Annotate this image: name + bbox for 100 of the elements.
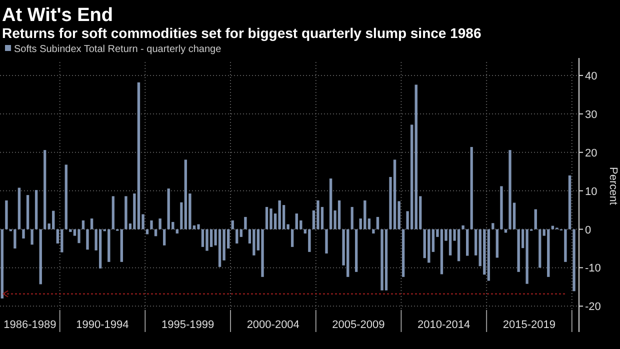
bar (364, 200, 366, 230)
bar (432, 229, 435, 252)
bar (538, 229, 542, 268)
y-tick-label: -10 (585, 262, 601, 275)
bar (551, 226, 554, 230)
bar (252, 229, 256, 256)
bar (26, 195, 30, 230)
bar (487, 229, 490, 281)
y-tick-label: 30 (585, 108, 598, 121)
bar (500, 186, 503, 230)
bar (496, 229, 499, 258)
y-tick-label: 20 (585, 147, 598, 160)
bar (18, 188, 21, 230)
bar (308, 229, 311, 252)
bar (197, 224, 200, 230)
x-tick-label: 2005-2009 (332, 319, 385, 331)
bar (34, 190, 38, 230)
bar (462, 225, 464, 230)
bar (316, 200, 320, 230)
x-tick-label: 2010-2014 (418, 319, 470, 331)
bar (30, 229, 34, 245)
bar (295, 213, 298, 230)
bar (568, 175, 572, 230)
bar (22, 229, 25, 238)
bar (517, 229, 520, 272)
bar (423, 229, 426, 258)
bar (60, 229, 64, 252)
bar (180, 202, 183, 230)
bar (393, 160, 396, 230)
bar (150, 220, 153, 230)
bar (384, 229, 388, 290)
bar (69, 229, 72, 232)
bar (564, 229, 567, 262)
bar (466, 229, 469, 256)
x-tick-label: 2000-2004 (246, 319, 300, 331)
bar (380, 229, 384, 290)
legend-label: Softs Subindex Total Return - quarterly change (14, 44, 222, 55)
bar (90, 218, 94, 230)
chart-title: At Wit's End (2, 5, 113, 26)
bar (98, 229, 102, 268)
bar (329, 178, 332, 230)
bar (0, 229, 4, 298)
bar (338, 200, 341, 230)
bar (201, 229, 204, 247)
bar (124, 196, 128, 230)
chart-subtitle: Returns for soft commodities set for biggest quarterly slump since 1986 (2, 25, 482, 41)
bar (14, 229, 16, 248)
bar (470, 146, 473, 230)
bar (414, 84, 418, 230)
bar (526, 229, 528, 284)
bar (146, 229, 149, 234)
bar (457, 229, 460, 262)
bar (440, 229, 444, 274)
bar (278, 200, 281, 230)
bar (572, 229, 576, 292)
bar (428, 229, 430, 263)
x-tick-label: 1995-1999 (161, 319, 214, 331)
bar (474, 229, 478, 256)
bar (534, 209, 537, 230)
y-tick-label: 40 (585, 70, 598, 82)
x-tick-label: 1990-1994 (76, 319, 129, 331)
bar (492, 223, 494, 230)
bar (137, 82, 140, 230)
bar (265, 206, 268, 230)
bar (218, 229, 222, 267)
bar (44, 150, 46, 230)
bar (290, 229, 294, 247)
bar (372, 229, 375, 234)
bar (158, 218, 162, 230)
bar (240, 229, 243, 237)
bar (350, 206, 354, 230)
bar (508, 150, 512, 230)
bar (355, 229, 358, 272)
bar (210, 229, 213, 247)
bar (448, 229, 452, 256)
bar (244, 216, 247, 230)
y-tick-label: 10 (585, 186, 598, 198)
bar (64, 164, 68, 230)
x-tick-label: 1986-1989 (4, 319, 56, 331)
bar (236, 229, 238, 244)
y-tick-label: -20 (585, 301, 601, 314)
bar (410, 124, 414, 230)
y-axis-title: Percent (607, 167, 619, 205)
bar (167, 188, 170, 230)
bar (325, 229, 328, 254)
bar (82, 220, 85, 230)
bar (78, 229, 80, 244)
bar (547, 229, 550, 277)
bar (270, 208, 272, 230)
bar (376, 216, 380, 230)
bar (5, 200, 8, 230)
bar (402, 229, 405, 277)
bar (231, 220, 234, 230)
y-tick-label: 0 (585, 224, 592, 236)
bar (52, 210, 55, 230)
bar (112, 196, 114, 230)
bar (163, 229, 166, 246)
bar (86, 229, 89, 250)
x-tick-label: 2015-2019 (502, 319, 556, 331)
bar (39, 229, 42, 284)
